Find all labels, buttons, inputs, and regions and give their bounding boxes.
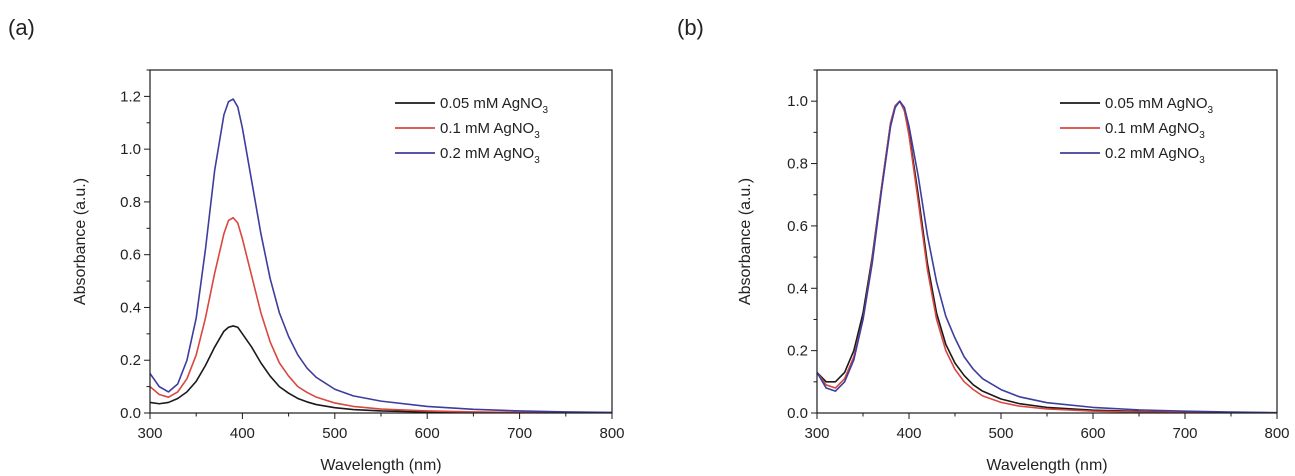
panel-b-legend-label-subscript: 3 <box>1199 155 1205 166</box>
panel-a-series-line-2 <box>150 98 612 413</box>
panel-a-legend-label-subscript: 3 <box>543 105 549 116</box>
panel-a-legend-label-subscript: 3 <box>534 155 540 166</box>
panel-a-label: (a) <box>8 15 35 40</box>
panel-b-x-tick-label: 600 <box>1080 425 1105 442</box>
panel-a-series-line-1 <box>150 216 612 413</box>
panel-b-y-tick-label: 0.8 <box>787 156 808 173</box>
panel-b-y-tick-label: 0.6 <box>787 218 808 235</box>
panel-b-y-tick-label: 0.2 <box>787 343 808 360</box>
panel-b-series-line-2 <box>817 100 1277 413</box>
panel-a-y-tick-label: 0.4 <box>120 299 141 316</box>
panel-a-x-tick-label: 600 <box>415 425 440 442</box>
panel-a-x-axis-title: Wavelength (nm) <box>320 457 441 474</box>
panel-b-series-line-1 <box>817 100 1277 413</box>
panel-b-legend-label-2: 0.2 mM AgNO3 <box>1105 145 1205 166</box>
panel-a-x-tick-label: 800 <box>599 425 624 442</box>
panel-a-series-line-0 <box>150 325 612 413</box>
panel-a-x-tick-label: 700 <box>507 425 532 442</box>
panel-a-x-tick-label: 400 <box>230 425 255 442</box>
panel-b-x-tick-label: 300 <box>804 425 829 442</box>
panel-b-legend-label-main: 0.2 mM AgNO <box>1105 145 1199 162</box>
panel-a-y-tick-label: 0.0 <box>120 405 141 422</box>
panel-b-legend-label-0: 0.05 mM AgNO3 <box>1105 95 1214 116</box>
panel-a-y-tick-label: 0.6 <box>120 247 141 264</box>
panel-b-legend-label-subscript: 3 <box>1199 130 1205 141</box>
panel-a-legend-label-0: 0.05 mM AgNO3 <box>440 95 549 116</box>
panel-b-legend-label-1: 0.1 mM AgNO3 <box>1105 120 1205 141</box>
panel-a-y-tick-label: 1.2 <box>120 88 141 105</box>
panel-b-x-tick-label: 700 <box>1172 425 1197 442</box>
panel-a-y-axis-title: Absorbance (a.u.) <box>72 178 89 305</box>
panel-b-x-tick-label: 400 <box>896 425 921 442</box>
panel-a-y-tick-label: 0.2 <box>120 352 141 369</box>
panel-a-legend-label-main: 0.05 mM AgNO <box>440 95 543 112</box>
panel-b-series-line-0 <box>817 100 1277 413</box>
panel-b-label: (b) <box>677 15 704 40</box>
panel-a-y-tick-label: 0.8 <box>120 194 141 211</box>
panel-b-y-tick-label: 1.0 <box>787 93 808 110</box>
panel-b-x-tick-label: 800 <box>1264 425 1289 442</box>
panel-b-legend-label-main: 0.05 mM AgNO <box>1105 95 1208 112</box>
panel-b-x-axis-title: Wavelength (nm) <box>986 457 1107 474</box>
panel-a-legend-label-1: 0.1 mM AgNO3 <box>440 120 540 141</box>
panel-b-y-tick-label: 0.4 <box>787 280 808 297</box>
panel-a-legend-label-main: 0.2 mM AgNO <box>440 145 534 162</box>
panel-a: (a) 300 400 500 600 700 800 0.0 0.2 0.4 0.6 0.8 1.0 1… <box>8 15 625 474</box>
panel-b-y-tick-label: 0.0 <box>787 405 808 422</box>
panel-a-plot-frame <box>149 69 613 414</box>
panel-b-x-tick-label: 500 <box>988 425 1013 442</box>
panel-b-legend-label-main: 0.1 mM AgNO <box>1105 120 1199 137</box>
panel-b-plot-frame <box>816 69 1278 414</box>
panel-a-legend-label-subscript: 3 <box>534 130 540 141</box>
panel-a-legend-label-2: 0.2 mM AgNO3 <box>440 145 540 166</box>
panel-b-y-axis-title: Absorbance (a.u.) <box>737 178 754 305</box>
panel-a-x-tick-label: 500 <box>322 425 347 442</box>
panel-b: (b) 300 400 500 600 700 800 0.0 0.2 0.4 0.6 0.8 1.0 W… <box>677 15 1290 474</box>
panel-a-y-tick-label: 1.0 <box>120 141 141 158</box>
panel-b-legend-label-subscript: 3 <box>1208 105 1214 116</box>
panel-a-legend-label-main: 0.1 mM AgNO <box>440 120 534 137</box>
panel-a-x-tick-label: 300 <box>137 425 162 442</box>
